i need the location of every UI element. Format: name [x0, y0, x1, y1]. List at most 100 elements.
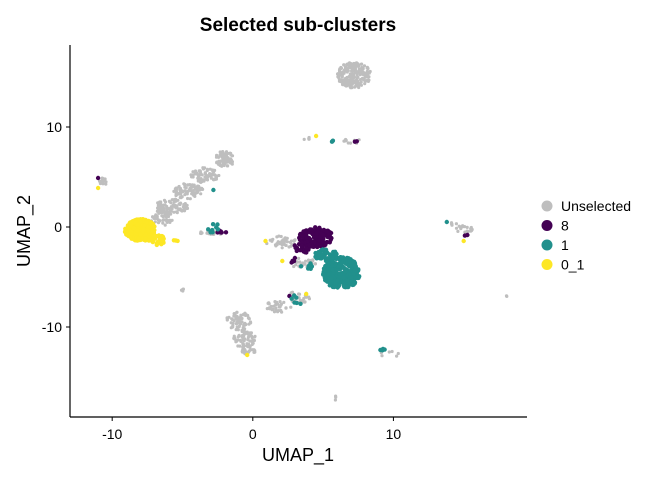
point — [302, 296, 306, 301]
point — [242, 323, 246, 327]
point — [265, 307, 269, 311]
point — [128, 220, 134, 226]
legend: Unselected 8 1 0_1 — [541, 198, 631, 273]
point — [355, 84, 360, 88]
point — [172, 200, 176, 204]
point — [219, 230, 224, 235]
point — [221, 155, 225, 159]
point — [363, 82, 367, 86]
point — [229, 157, 233, 161]
point — [199, 192, 203, 196]
point — [235, 325, 239, 329]
point — [288, 240, 292, 244]
point — [234, 339, 239, 343]
point — [450, 223, 454, 227]
point — [289, 296, 294, 301]
point — [210, 222, 216, 227]
point — [170, 198, 174, 202]
point — [359, 71, 363, 75]
point — [246, 313, 250, 318]
point — [297, 256, 301, 260]
point — [360, 65, 364, 70]
point — [352, 139, 358, 144]
point — [241, 348, 245, 352]
point — [230, 162, 234, 166]
point — [243, 327, 247, 331]
point — [343, 269, 348, 274]
ticks-layer: -10 0 10 -10 0 10 — [42, 119, 402, 442]
point — [95, 175, 101, 181]
point — [229, 153, 233, 157]
point — [320, 247, 325, 252]
point — [104, 182, 108, 186]
point — [165, 211, 169, 216]
point — [156, 218, 160, 222]
point — [458, 225, 462, 229]
point — [339, 260, 344, 266]
point — [360, 62, 364, 66]
point — [206, 227, 211, 232]
point — [351, 263, 357, 268]
point — [167, 207, 171, 211]
point — [292, 293, 297, 298]
point — [323, 258, 329, 263]
point — [135, 228, 140, 233]
point — [223, 158, 227, 162]
point — [298, 301, 303, 306]
point — [241, 342, 245, 346]
y-tick-label: 0 — [54, 219, 62, 235]
point — [336, 75, 340, 79]
point — [280, 258, 285, 264]
point — [463, 230, 467, 234]
point — [266, 301, 270, 305]
point — [327, 283, 332, 288]
point — [504, 294, 509, 298]
point — [289, 260, 294, 265]
point — [282, 300, 286, 304]
point — [332, 284, 338, 289]
point — [313, 250, 318, 256]
point — [312, 240, 317, 246]
point — [365, 65, 369, 69]
point — [461, 238, 466, 244]
point — [238, 316, 242, 320]
point — [211, 169, 215, 173]
point — [205, 178, 210, 182]
point — [351, 282, 356, 287]
point — [230, 317, 234, 322]
point — [241, 336, 245, 340]
point — [307, 137, 311, 141]
x-tick-label: 0 — [249, 426, 257, 442]
point — [293, 238, 297, 242]
point — [252, 350, 256, 354]
point — [341, 275, 346, 280]
point — [194, 191, 198, 195]
point — [294, 248, 299, 254]
point — [304, 291, 309, 297]
point — [278, 300, 282, 304]
point — [298, 248, 303, 253]
point — [347, 80, 351, 85]
point — [142, 223, 147, 228]
point — [362, 64, 367, 68]
point — [239, 339, 243, 343]
point — [131, 225, 137, 231]
point — [299, 240, 305, 245]
series-8 — [95, 139, 470, 299]
point — [246, 345, 250, 349]
point — [349, 73, 353, 78]
series-Unselected — [98, 61, 509, 402]
point — [352, 268, 357, 273]
point — [324, 229, 329, 234]
point — [320, 232, 326, 238]
point — [190, 192, 194, 196]
point — [188, 197, 192, 201]
point — [323, 242, 328, 247]
point — [396, 351, 400, 356]
point — [249, 331, 253, 335]
point — [274, 306, 278, 310]
point — [347, 259, 352, 264]
point — [95, 185, 101, 191]
point — [191, 170, 195, 174]
point — [202, 179, 206, 183]
